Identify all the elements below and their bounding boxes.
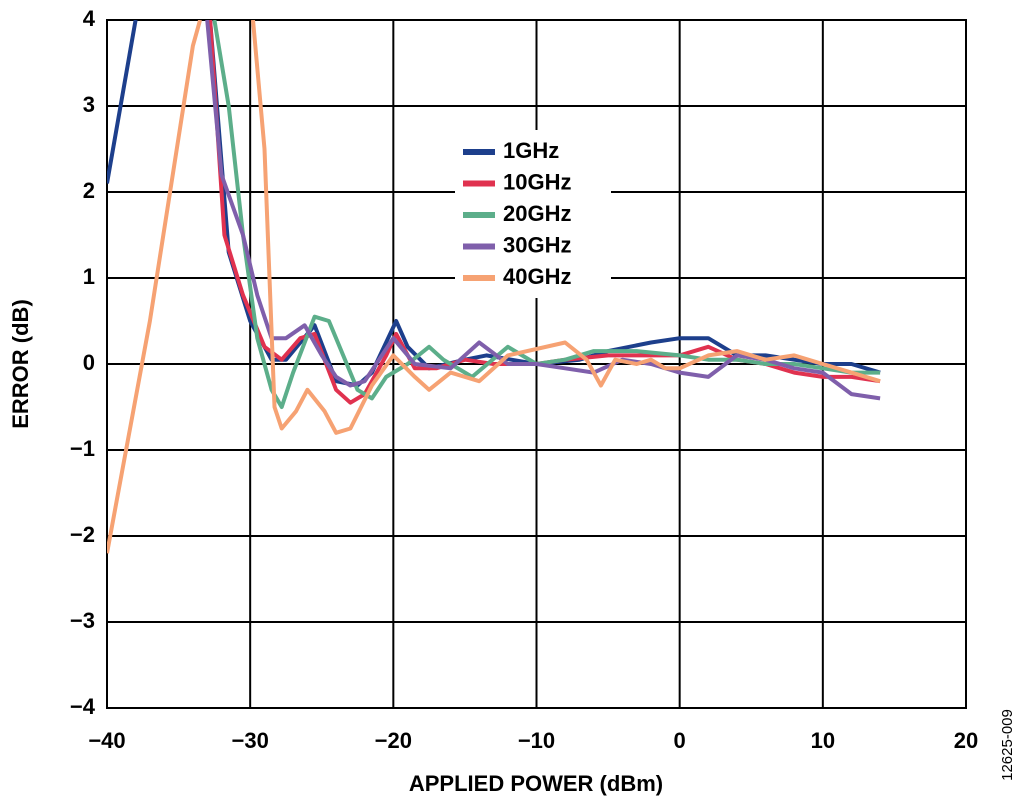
x-tick-label: −30	[232, 728, 269, 753]
legend-label: 30GHz	[503, 232, 571, 257]
legend-label: 20GHz	[503, 201, 571, 226]
x-tick-label: 0	[674, 728, 686, 753]
figure-id: 12625-009	[999, 709, 1016, 781]
y-tick-label: 0	[83, 350, 95, 375]
y-tick-label: −3	[70, 608, 95, 633]
series-line	[205, 20, 881, 401]
legend-label: 1GHz	[503, 138, 559, 163]
series-line	[107, 20, 881, 388]
x-axis-label: APPLIED POWER (dBm)	[409, 771, 663, 796]
x-tick-label: −20	[375, 728, 412, 753]
y-tick-label: −1	[70, 436, 95, 461]
x-tick-label: −40	[88, 728, 125, 753]
y-tick-label: 2	[83, 178, 95, 203]
x-tick-label: 10	[811, 728, 835, 753]
x-tick-label: 20	[954, 728, 978, 753]
y-tick-label: 4	[83, 6, 96, 31]
plot-frame	[106, 19, 967, 709]
series-line	[107, 20, 881, 554]
y-tick-label: −2	[70, 522, 95, 547]
y-tick-label: −4	[70, 694, 96, 719]
y-tick-label: 3	[83, 92, 95, 117]
series-line	[212, 20, 881, 409]
legend-label: 10GHz	[503, 169, 571, 194]
legend-label: 40GHz	[503, 264, 571, 289]
y-tick-label: 1	[83, 264, 95, 289]
y-axis-label: ERROR (dB)	[8, 299, 33, 429]
plot-area	[107, 20, 881, 554]
x-tick-label: −10	[518, 728, 555, 753]
